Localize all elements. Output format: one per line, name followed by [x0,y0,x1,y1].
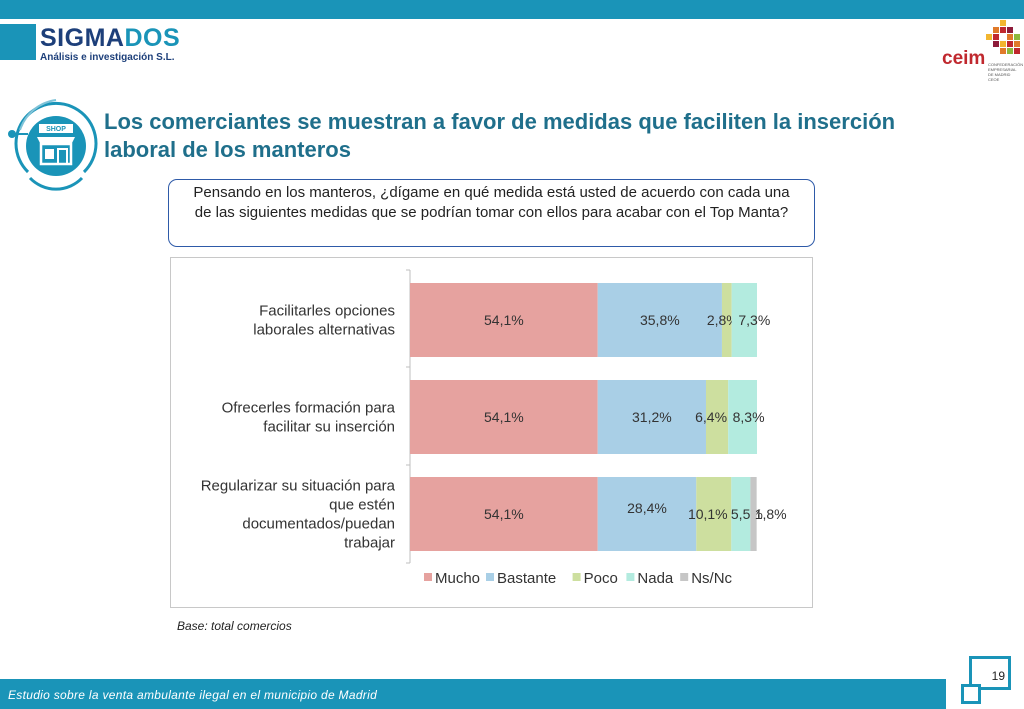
legend-label: Nada [637,570,674,587]
ceim-mosaic-icon [986,20,1020,54]
data-label: 35,8% [640,312,680,328]
category-label: documentados/puedan [242,516,395,533]
top-band [0,0,1024,19]
legend-swatch [680,573,689,581]
category-label: laborales alternativas [253,322,395,339]
category-label: trabajar [344,535,395,552]
legend-swatch [572,573,581,581]
ceim-wordmark: ceim [942,48,986,69]
shop-icon: SHOP [6,94,106,194]
data-label: 10,1% [688,506,728,522]
base-note: Base: total comercios [177,619,292,633]
data-label: 1,8% [755,506,787,522]
ceim-logo: ceim CONFEDERACIÓN EMPRESARIAL DE MADRID… [938,18,1024,90]
legend-label: Bastante [497,570,556,587]
logo-part1: SIGMA [40,24,125,52]
category-label: facilitar su inserción [263,419,395,436]
category-label: Facilitarles opciones [259,303,395,320]
bottom-band [0,679,946,709]
page-box-decoration [961,684,981,704]
bar-segment-mucho [410,283,598,357]
legend-label: Poco [584,570,618,587]
bar-segment-poco [721,283,732,357]
chart-canvas: Facilitarles opciones laborales alternati… [201,269,787,587]
data-label: 31,2% [632,409,672,425]
bar-segment-nsnc [750,477,757,551]
data-label: 28,4% [627,500,667,516]
page-number: 19 [991,669,1005,683]
legend-swatch [486,573,494,581]
bar-segment-nada [728,380,757,454]
survey-question: Pensando en los manteros, ¿dígame en qué… [168,179,815,247]
bar-segment-mucho [410,380,598,454]
legend-label: Ns/Nc [691,570,732,587]
bar-segment-bastante [597,283,722,357]
data-label: 54,1% [484,312,524,328]
data-label: 7,3% [738,312,770,328]
category-label: que estén [329,497,395,514]
ceim-subtitle: CONFEDERACIÓN EMPRESARIAL DE MADRID CEOE [988,62,1024,82]
bar-segment-poco [696,477,732,551]
legend-label: Mucho [435,570,480,587]
footer-study-title: Estudio sobre la venta ambulante ilegal … [8,688,378,702]
sigmados-logo: SIGMADOS [40,24,180,53]
sigmados-logo-square [0,24,36,60]
category-label: Regularizar su situación para [201,478,396,495]
data-label: 54,1% [484,506,524,522]
slide-title: Los comerciantes se muestran a favor de … [104,109,896,162]
bar-segment-bastante [597,380,706,454]
legend-swatch [626,573,635,581]
sigmados-subtitle: Análisis e investigación S.L. [40,52,175,63]
bar-segment-nada [731,477,751,551]
legend-swatch [424,573,432,581]
data-label: 54,1% [484,409,524,425]
bar-segment-mucho [410,477,598,551]
bar-segment-bastante [597,477,697,551]
shop-sign-label: SHOP [46,126,66,133]
data-label: 8,3% [733,409,765,425]
bar-segment-poco [705,380,729,454]
bar-segment-nada [731,283,757,357]
stacked-bar-chart: Facilitarles opciones laborales alternati… [170,257,813,608]
category-label: Ofrecerles formación para [222,400,396,417]
data-label: 2,8% [707,312,739,328]
logo-part2: DOS [124,24,181,52]
data-label: 6,4% [695,409,727,425]
